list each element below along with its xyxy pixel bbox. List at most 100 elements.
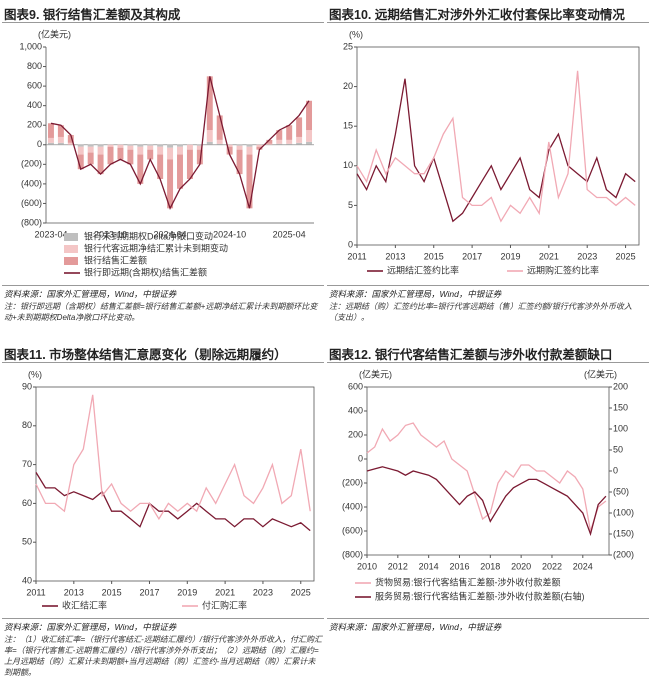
legend-swatch <box>64 233 78 241</box>
bar <box>276 139 283 144</box>
y-tick-label: (600) <box>342 525 363 535</box>
y-tick-label: 80 <box>22 420 32 430</box>
x-tick-label: 2024-04 <box>154 229 187 239</box>
y2-tick-label: 100 <box>613 423 628 433</box>
y-axis-label: (亿美元) <box>38 28 71 39</box>
bar <box>87 152 94 165</box>
y-axis-label: (%) <box>349 29 363 39</box>
y-tick-label: (800) <box>21 217 42 227</box>
x-tick-label: 2012 <box>388 561 408 571</box>
legend-label: 远期结汇签约比率 <box>387 264 459 275</box>
x-tick-label: 2023 <box>577 251 597 261</box>
bar <box>107 144 114 147</box>
bar <box>196 145 203 150</box>
y-tick-label: 15 <box>343 121 353 131</box>
bar <box>276 130 283 140</box>
bar <box>196 144 203 146</box>
bar <box>296 142 303 145</box>
y-tick-label: 600 <box>27 80 42 90</box>
x-tick-label: 2011 <box>347 251 366 261</box>
line <box>50 76 310 210</box>
x-tick-label: 2017 <box>139 587 159 597</box>
note: 注：银行即远期（含期权）结售汇差额=银行结售汇差额+远期净结汇累计未到期额环比变… <box>4 302 318 322</box>
x-tick-label: 2019 <box>177 587 197 597</box>
x-tick-label: 2022 <box>542 561 562 571</box>
y-tick-label: 800 <box>27 61 42 71</box>
bar <box>47 123 54 138</box>
bar <box>97 146 104 155</box>
x-tick-label: 2018 <box>480 561 500 571</box>
y2-tick-label: (200) <box>613 549 634 559</box>
bar <box>57 136 64 143</box>
bar <box>167 159 174 209</box>
y-tick-label: 200 <box>348 429 363 439</box>
bar <box>77 146 84 155</box>
x-tick-label: 2025 <box>291 587 311 597</box>
figure-title: 图表11. 市场整体结售汇意愿变化（剔除远期履约） <box>2 342 324 363</box>
bar <box>67 135 74 143</box>
bar <box>226 144 233 147</box>
y-tick-label: (400) <box>21 178 42 188</box>
x-tick-label: 2013 <box>64 587 84 597</box>
plot-frame <box>35 386 315 582</box>
y2-tick-label: 150 <box>613 402 628 412</box>
x-tick-label: 2023-10 <box>94 229 127 239</box>
bar <box>296 117 303 137</box>
x-tick-label: 2025 <box>616 251 636 261</box>
legend-label: 银行代客远期净结汇累计未到期变动 <box>84 242 228 253</box>
y-tick-label: 200 <box>27 120 42 130</box>
bar <box>147 144 154 146</box>
legend-label: 付汇购汇率 <box>202 599 247 610</box>
chart: (亿美元) 1,000 800 600 400 200 0 (200) (400) (600) (8… <box>19 28 314 277</box>
bar <box>236 144 243 146</box>
bar <box>196 149 203 165</box>
y-tick-label: (200) <box>21 159 42 169</box>
x-tick-label: 2016 <box>449 561 469 571</box>
legend-label: 货物贸易:银行代客结售汇差额-涉外收付款差额 <box>375 576 561 587</box>
plot-frame <box>366 386 610 556</box>
source: 资料来源：国家外汇管理局，Wind，中银证券 <box>327 618 649 633</box>
bar <box>206 76 213 131</box>
bar <box>117 144 124 148</box>
legend-label: 远期购汇签约比率 <box>527 264 599 275</box>
bar <box>107 146 114 165</box>
bar <box>47 142 54 145</box>
bar <box>157 154 164 179</box>
y-tick-label: 50 <box>22 537 32 547</box>
bar <box>97 144 104 147</box>
x-tick-label: 2024-10 <box>213 229 246 239</box>
bar <box>256 144 263 147</box>
bar <box>286 139 293 144</box>
bar <box>177 154 183 189</box>
x-tick-label: 2011 <box>26 587 45 597</box>
bar <box>296 136 303 143</box>
y-tick-label: 1,000 <box>19 41 42 51</box>
figure-title: 图表9. 银行结售汇差额及其构成 <box>2 2 324 23</box>
bar <box>306 141 313 145</box>
y-tick-label: 0 <box>358 453 363 463</box>
x-tick-label: 2014 <box>419 561 439 571</box>
source: 资料来源：国家外汇管理局，Wind，中银证券 <box>2 285 324 300</box>
bar <box>147 145 154 150</box>
legend-label: 银行结售汇差额 <box>84 254 147 265</box>
y-tick-label: 400 <box>27 100 42 110</box>
bar <box>127 149 134 165</box>
source: 资料来源：国家外汇管理局，Wind，中银证券 <box>327 285 649 300</box>
legend-label: 收汇结汇率 <box>62 599 107 610</box>
y2-tick-label: 50 <box>613 444 623 454</box>
legend-label: 银行即远期(含期权)结售汇差额 <box>84 266 207 277</box>
panel: 图表11. 市场整体结售汇意愿变化（剔除远期履约） (%) 40 50 60 70 80 9… <box>2 342 324 679</box>
bar <box>246 146 253 155</box>
y-tick-label: 60 <box>22 498 32 508</box>
y-tick-label: 5 <box>348 200 353 210</box>
panel: 图表12. 银行代客结售汇差额与涉外收付款差额缺口 (亿美元) (亿美元) 600 4… <box>327 342 649 633</box>
bar <box>117 147 124 160</box>
y-tick-label: 90 <box>22 381 32 391</box>
bar <box>206 130 213 142</box>
bar <box>276 143 283 145</box>
panel: 图表10. 远期结售汇对涉外外汇收付套保比率变动情况 (%) 0 5 10 15 20 25… <box>327 2 649 324</box>
bar <box>57 142 64 145</box>
bar <box>236 145 243 150</box>
bar <box>286 143 293 145</box>
y-tick-label: (600) <box>21 198 42 208</box>
